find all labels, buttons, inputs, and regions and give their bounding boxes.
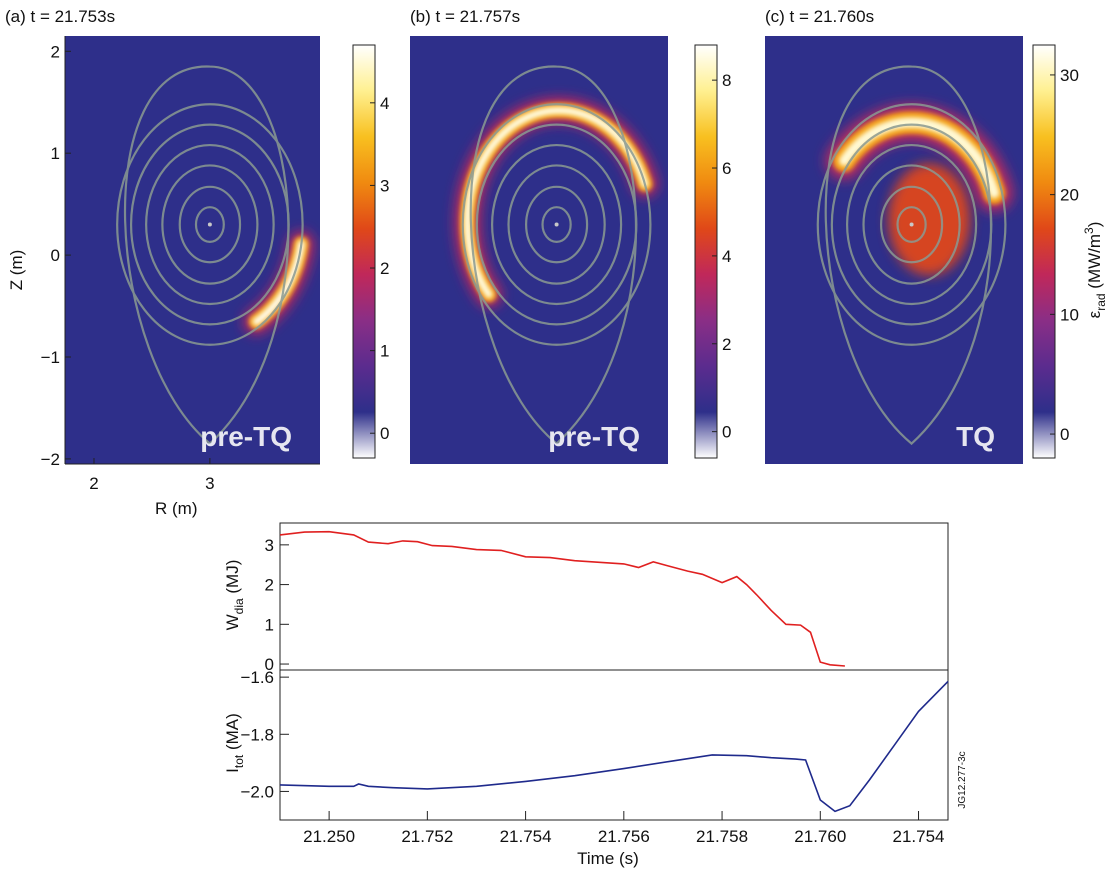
- colorbar-b: 0 2 4 6 8: [694, 44, 731, 459]
- flux-surface: [178, 185, 242, 264]
- flux-surface: [879, 185, 944, 264]
- plot-frame: [279, 522, 949, 671]
- panel-a-axes: −2 −1 0 1 2 2 3: [41, 36, 320, 493]
- y-tick-label: 3: [265, 536, 274, 555]
- y-tick-label: 0: [265, 655, 274, 674]
- flux-surface: [507, 164, 606, 285]
- wdia-axis-label: Wdia (MJ): [223, 560, 246, 631]
- flux-surface: [816, 103, 1007, 346]
- panel-b-title: (b) t = 21.757s: [410, 7, 520, 26]
- panel-a-heatmap: pre-TQ: [65, 36, 320, 464]
- separatrix: [469, 65, 638, 446]
- flux-surface: [116, 103, 304, 346]
- colorbar-gradient: [694, 44, 718, 459]
- magnetic-axis: [207, 222, 212, 227]
- x-tick-label: 21.250: [303, 827, 355, 846]
- colorbar-tick-label: 20: [1060, 186, 1079, 205]
- magnetic-axis: [909, 222, 914, 227]
- itot-axis-label: Itot (MA): [223, 713, 246, 773]
- separatrix: [124, 65, 290, 446]
- flux-surfaces: [816, 65, 1007, 446]
- emission-blob: [888, 163, 971, 276]
- flux-surface: [461, 103, 652, 346]
- r-axis-label: R (m): [155, 499, 197, 518]
- magnetic-axis: [554, 222, 559, 227]
- y-tick-label: −1.8: [240, 725, 274, 744]
- wdia-plot: 0 1 2 3: [265, 522, 949, 674]
- heatmap-background: [65, 36, 320, 464]
- colorbar-tick-label: 0: [1060, 425, 1069, 444]
- series-line: [279, 530, 845, 667]
- z-tick-label: −1: [41, 348, 60, 367]
- z-tick-label: 2: [51, 42, 60, 61]
- r-tick-label: 3: [205, 474, 214, 493]
- colorbar-tick-label: 1: [380, 342, 389, 361]
- z-tick-label: 1: [51, 144, 60, 163]
- z-tick-label: −2: [41, 450, 60, 469]
- y-tick-label: −2.0: [240, 782, 274, 801]
- colorbar-tick-label: 4: [722, 247, 731, 266]
- flux-surfaces: [461, 65, 652, 446]
- plot-frame: [279, 669, 949, 821]
- figure-id: JG12.277-3c: [957, 751, 968, 808]
- colorbar-tick-label: 30: [1060, 66, 1079, 85]
- colorbar-tick-label: 2: [380, 259, 389, 278]
- x-tick-label: 21.754: [500, 827, 552, 846]
- colorbar-c: 0 10 20 30: [1032, 44, 1079, 459]
- z-tick-label: 0: [51, 246, 60, 265]
- x-tick-label: 21.752: [401, 827, 453, 846]
- itot-plot: −2.0 −1.8 −1.6 21.250 21.752 21.754 21.756 21.7…: [240, 668, 949, 846]
- colorbar-a: 0 1 2 3 4: [352, 44, 389, 459]
- flux-surface: [194, 206, 225, 243]
- flux-surface: [896, 206, 927, 243]
- flux-surface: [490, 143, 623, 306]
- flux-surface: [541, 206, 572, 243]
- time-axis-label: Time (s): [577, 849, 639, 868]
- x-tick-label: 21.758: [696, 827, 748, 846]
- panel-annotation: TQ: [956, 421, 995, 452]
- y-tick-label: 2: [265, 576, 274, 595]
- panel-b-heatmap: pre-TQ: [410, 36, 668, 464]
- flux-surface: [161, 164, 259, 285]
- colorbar-tick-label: 2: [722, 335, 731, 354]
- x-tick-label: 21.754: [893, 827, 945, 846]
- panel-c-title: (c) t = 21.760s: [765, 7, 874, 26]
- flux-surfaces: [116, 65, 304, 446]
- panel-c-heatmap: TQ: [765, 36, 1023, 464]
- colorbar-tick-label: 8: [722, 71, 731, 90]
- panel-a-title: (a) t = 21.753s: [5, 7, 115, 26]
- r-tick-label: 2: [89, 474, 98, 493]
- separatrix: [824, 65, 993, 446]
- series-line: [279, 680, 949, 813]
- colorbar-c-label: εrad (MW/m3): [1082, 222, 1107, 319]
- panel-annotation: pre-TQ: [548, 421, 640, 452]
- colorbar-tick-label: 10: [1060, 305, 1079, 324]
- y-tick-label: 1: [265, 615, 274, 634]
- heatmap-background: [765, 36, 1023, 464]
- panel-annotation: pre-TQ: [200, 421, 292, 452]
- emission-band: [463, 106, 649, 299]
- colorbar-tick-label: 3: [380, 176, 389, 195]
- colorbar-tick-label: 0: [380, 424, 389, 443]
- flux-surface: [862, 164, 961, 285]
- colorbar-gradient: [1032, 44, 1056, 459]
- flux-surface: [145, 143, 275, 306]
- colorbar-tick-label: 0: [722, 423, 731, 442]
- x-tick-label: 21.760: [794, 827, 846, 846]
- emission-band: [838, 117, 1000, 199]
- colorbar-tick-label: 6: [722, 159, 731, 178]
- colorbar-tick-label: 4: [380, 94, 389, 113]
- flux-surface: [524, 185, 589, 264]
- z-axis-label: Z (m): [7, 250, 26, 291]
- x-tick-label: 21.756: [598, 827, 650, 846]
- colorbar-gradient: [352, 44, 376, 459]
- flux-surface: [845, 143, 978, 306]
- y-tick-label: −1.6: [240, 668, 274, 687]
